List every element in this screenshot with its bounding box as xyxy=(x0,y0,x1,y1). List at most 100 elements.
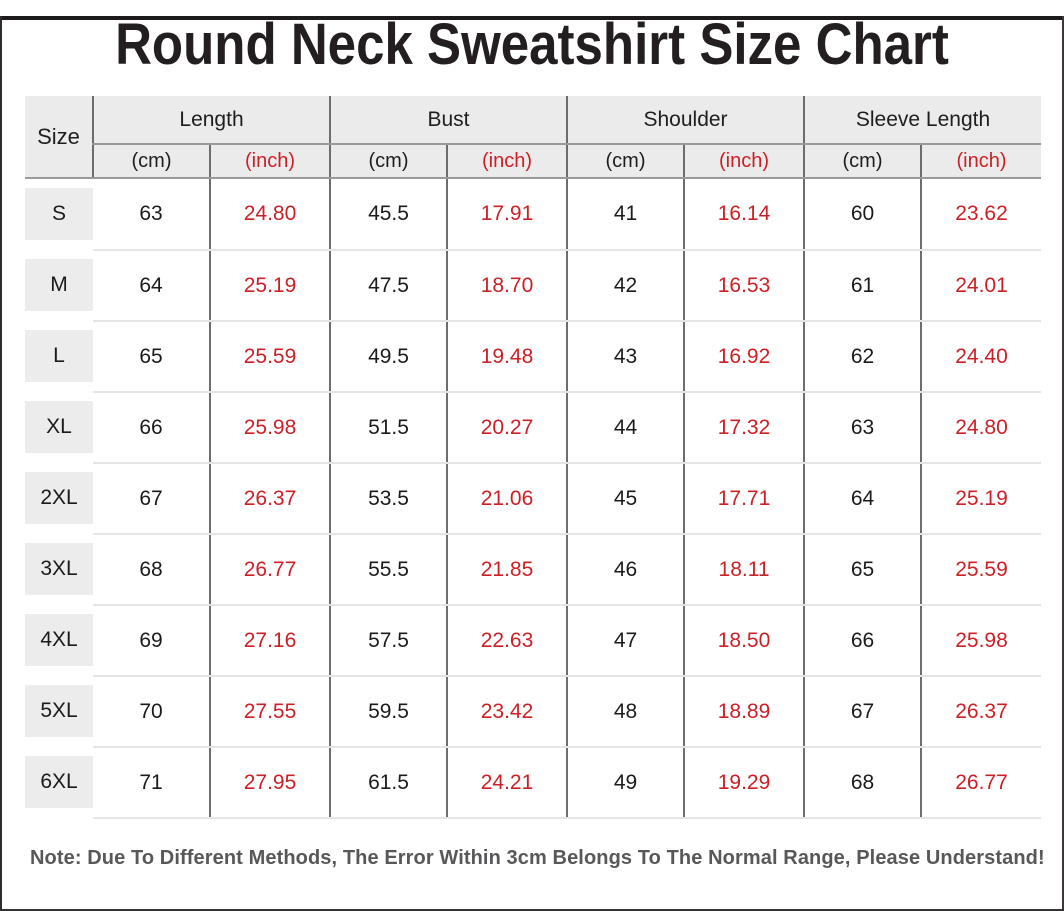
cm-value-cell: 65 xyxy=(803,534,922,606)
size-cell: M xyxy=(25,250,93,321)
cm-value-cell: 60 xyxy=(803,178,922,251)
cm-value-cell: 57.5 xyxy=(329,605,448,677)
size-label: XL xyxy=(25,401,93,453)
cm-value-cell: 44 xyxy=(566,392,685,464)
size-chart-table: Size Length Bust Shoulder Sleeve Length … xyxy=(25,96,1042,819)
size-column-header: Size xyxy=(25,96,93,179)
inch-value-cell: 18.70 xyxy=(446,250,568,322)
inch-value-cell: 22.63 xyxy=(446,605,568,677)
note-text: Note: Due To Different Methods, The Erro… xyxy=(30,847,1045,869)
inch-value-cell: 19.48 xyxy=(446,321,568,393)
unit-inch-header: (inch) xyxy=(208,144,331,179)
inch-value-cell: 25.98 xyxy=(208,392,331,464)
inch-value-cell: 21.06 xyxy=(446,463,568,535)
cm-value-cell: 70 xyxy=(93,676,210,748)
cm-value-cell: 67 xyxy=(93,463,210,535)
cm-value-cell: 42 xyxy=(566,250,685,322)
cm-value-cell: 65 xyxy=(93,321,210,393)
cm-value-cell: 59.5 xyxy=(329,676,448,748)
inch-value-cell: 24.80 xyxy=(920,392,1042,464)
inch-value-cell: 16.14 xyxy=(683,178,805,251)
cm-value-cell: 66 xyxy=(803,605,922,677)
inch-value-cell: 25.59 xyxy=(920,534,1042,606)
inch-value-cell: 26.37 xyxy=(920,676,1042,748)
unit-inch-header: (inch) xyxy=(683,144,805,179)
inch-value-cell: 21.85 xyxy=(446,534,568,606)
cm-value-cell: 63 xyxy=(93,178,210,251)
inch-value-cell: 27.55 xyxy=(208,676,331,748)
inch-value-cell: 23.62 xyxy=(920,178,1042,251)
table-row: S 63 24.80 45.5 17.91 41 16.14 60 23.62 xyxy=(25,178,1042,251)
cm-value-cell: 68 xyxy=(803,747,922,819)
column-group-length: Length xyxy=(91,96,331,145)
unit-cm-header: (cm) xyxy=(566,144,685,179)
cm-value-cell: 47 xyxy=(566,605,685,677)
group-header-row: Size Length Bust Shoulder Sleeve Length xyxy=(25,96,1042,179)
size-label: 6XL xyxy=(25,756,93,808)
unit-cm-header: (cm) xyxy=(329,144,448,179)
inch-value-cell: 25.19 xyxy=(920,463,1042,535)
inch-value-cell: 19.29 xyxy=(683,747,805,819)
size-cell: S xyxy=(25,178,93,250)
inch-value-cell: 18.50 xyxy=(683,605,805,677)
column-group-bust: Bust xyxy=(329,96,568,145)
size-cell: 4XL xyxy=(25,605,93,676)
cm-value-cell: 63 xyxy=(803,392,922,464)
inch-value-cell: 18.11 xyxy=(683,534,805,606)
column-group-sleeve-length: Sleeve Length xyxy=(803,96,1042,145)
cm-value-cell: 48 xyxy=(566,676,685,748)
unit-cm-header: (cm) xyxy=(803,144,922,179)
cm-value-cell: 45 xyxy=(566,463,685,535)
unit-cm-header: (cm) xyxy=(92,144,210,179)
image-left-edge xyxy=(0,16,2,911)
size-label: S xyxy=(25,188,93,240)
size-label: 2XL xyxy=(25,472,93,524)
size-label: 3XL xyxy=(25,543,93,595)
table-row: M 64 25.19 47.5 18.70 42 16.53 61 24.01 xyxy=(25,250,1042,322)
inch-value-cell: 24.21 xyxy=(446,747,568,819)
size-label: 5XL xyxy=(25,685,93,737)
size-cell: 5XL xyxy=(25,676,93,747)
cm-value-cell: 71 xyxy=(93,747,210,819)
cm-value-cell: 55.5 xyxy=(329,534,448,606)
inch-value-cell: 27.95 xyxy=(208,747,331,819)
column-group-shoulder: Shoulder xyxy=(566,96,805,145)
table-row: XL 66 25.98 51.5 20.27 44 17.32 63 24.80 xyxy=(25,392,1042,464)
table-row: 3XL 68 26.77 55.5 21.85 46 18.11 65 25.5… xyxy=(25,534,1042,606)
table-row: 6XL 71 27.95 61.5 24.21 49 19.29 68 26.7… xyxy=(25,747,1042,819)
inch-value-cell: 25.19 xyxy=(208,250,331,322)
inch-value-cell: 16.53 xyxy=(683,250,805,322)
cm-value-cell: 47.5 xyxy=(329,250,448,322)
cm-value-cell: 66 xyxy=(93,392,210,464)
inch-value-cell: 20.27 xyxy=(446,392,568,464)
unit-inch-header: (inch) xyxy=(446,144,568,179)
cm-value-cell: 51.5 xyxy=(329,392,448,464)
size-cell: L xyxy=(25,321,93,392)
inch-value-cell: 25.59 xyxy=(208,321,331,393)
inch-value-cell: 26.77 xyxy=(208,534,331,606)
cm-value-cell: 68 xyxy=(93,534,210,606)
size-label: 4XL xyxy=(25,614,93,666)
size-cell: 6XL xyxy=(25,747,93,818)
cm-value-cell: 43 xyxy=(566,321,685,393)
cm-value-cell: 61.5 xyxy=(329,747,448,819)
cm-value-cell: 62 xyxy=(803,321,922,393)
table-row: 2XL 67 26.37 53.5 21.06 45 17.71 64 25.1… xyxy=(25,463,1042,535)
cm-value-cell: 41 xyxy=(566,178,685,251)
cm-value-cell: 49 xyxy=(566,747,685,819)
image-right-edge xyxy=(1062,16,1064,911)
cm-value-cell: 67 xyxy=(803,676,922,748)
cm-value-cell: 69 xyxy=(93,605,210,677)
inch-value-cell: 26.77 xyxy=(920,747,1042,819)
inch-value-cell: 17.32 xyxy=(683,392,805,464)
table-header: Size Length Bust Shoulder Sleeve Length … xyxy=(25,96,1042,179)
page-title: Round Neck Sweatshirt Size Chart xyxy=(115,12,949,77)
table-row: L 65 25.59 49.5 19.48 43 16.92 62 24.40 xyxy=(25,321,1042,393)
table-row: 4XL 69 27.16 57.5 22.63 47 18.50 66 25.9… xyxy=(25,605,1042,677)
units-header-row: (cm) (inch) (cm) (inch) (cm) (inch) (cm)… xyxy=(25,144,1042,179)
inch-value-cell: 24.80 xyxy=(208,178,331,251)
inch-value-cell: 26.37 xyxy=(208,463,331,535)
unit-inch-header: (inch) xyxy=(920,144,1042,179)
cm-value-cell: 64 xyxy=(93,250,210,322)
size-label: L xyxy=(25,330,93,382)
